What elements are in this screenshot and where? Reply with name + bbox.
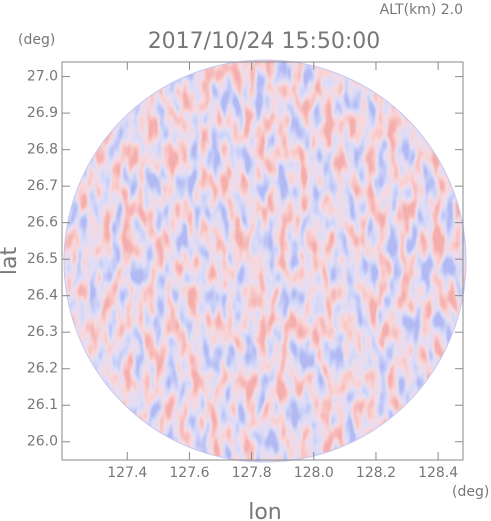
y-tick-label: 26.1 bbox=[27, 397, 58, 413]
x-tick-label: 128.4 bbox=[418, 465, 458, 481]
y-tick-label: 26.6 bbox=[27, 215, 58, 231]
x-axis-label: lon bbox=[248, 500, 282, 521]
y-tick-label: 27.0 bbox=[27, 69, 58, 85]
radar-range bbox=[63, 59, 467, 463]
x-tick-label: 127.6 bbox=[169, 465, 209, 481]
y-tick-label: 26.9 bbox=[27, 105, 58, 121]
y-tick-label: 26.8 bbox=[27, 142, 58, 158]
x-tick-label: 127.4 bbox=[107, 465, 147, 481]
y-tick-label: 26.7 bbox=[27, 178, 58, 194]
x-tick-label: 128.0 bbox=[294, 465, 334, 481]
ticks: 127.4 127.6 127.8 128.0 128.2 128.4 26.0 26.1 26… bbox=[27, 62, 463, 481]
y-tick-label: 26.2 bbox=[27, 361, 58, 377]
y-tick-label: 26.3 bbox=[27, 324, 58, 340]
plot-frame bbox=[61, 61, 464, 461]
chart-title: 2017/10/24 15:50:00 bbox=[148, 29, 381, 54]
y-axis-label: lat bbox=[0, 247, 22, 276]
y-tick-label: 26.0 bbox=[27, 434, 58, 450]
y-unit: (deg) bbox=[18, 32, 55, 48]
y-tick-label: 26.4 bbox=[27, 288, 58, 304]
x-unit: (deg) bbox=[452, 484, 489, 500]
radar-echo bbox=[64, 60, 466, 462]
x-tick-label: 127.8 bbox=[232, 465, 272, 481]
y-tick-label: 26.5 bbox=[27, 251, 58, 267]
x-tick-label: 128.2 bbox=[356, 465, 396, 481]
altitude: ALT(km) 2.0 bbox=[380, 2, 463, 18]
